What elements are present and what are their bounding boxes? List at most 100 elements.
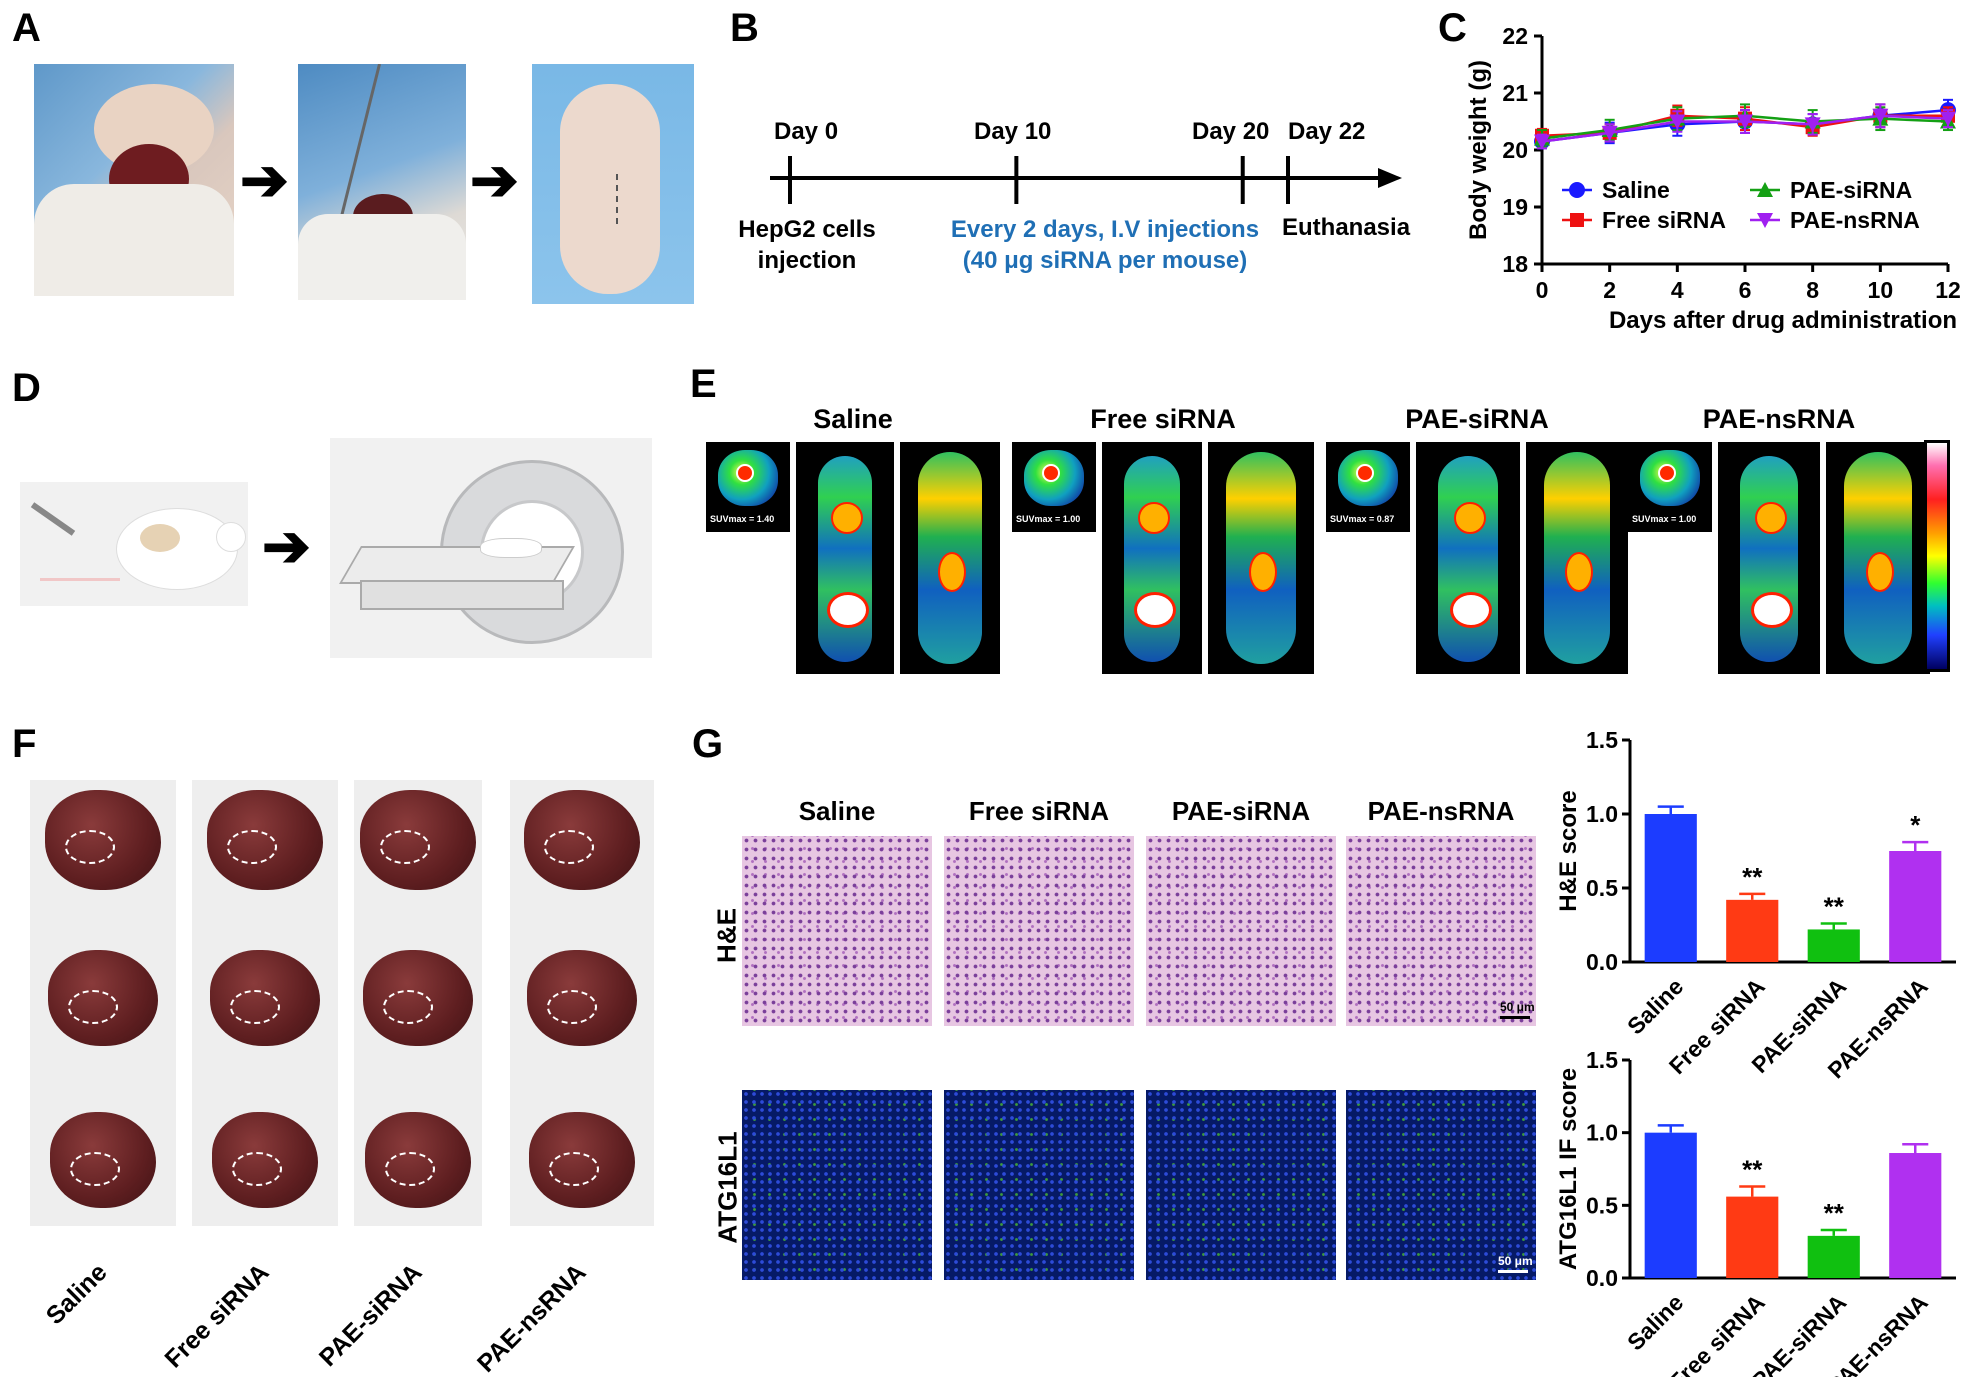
pet-group-title: Free siRNA [1090, 404, 1236, 434]
y-axis-label: H&E score [1555, 790, 1582, 911]
tumor-hotspot [1249, 552, 1277, 592]
suvmax-label: SUVmax = 1.00 [1632, 514, 1697, 524]
liver-photo [524, 790, 640, 890]
treatment-timeline [770, 156, 1402, 204]
scale-bar [1498, 1270, 1528, 1273]
liver-photo [207, 790, 323, 890]
injected-mouse-illustration [20, 482, 248, 606]
pet-axial-image: SUVmax = 0.87 [1326, 442, 1410, 532]
x-tick-label: 4 [1671, 277, 1684, 303]
timeline-day-label: Day 0 [774, 118, 839, 145]
treatment-schedule-label: Every 2 days, I.V injections (40 μg siRNA… [950, 216, 1260, 274]
series-pae-nsrna [1534, 103, 1956, 150]
x-tick-label: 12 [1935, 277, 1961, 303]
atg16l1-if-image [1346, 1090, 1536, 1280]
x-tick-label: 8 [1806, 277, 1819, 303]
pet-sagittal-image [1526, 442, 1628, 674]
liver-photo [527, 950, 637, 1046]
legend-marker [1757, 213, 1773, 228]
tumor-hotspot [1138, 502, 1170, 534]
tumor-hotspot [1356, 464, 1374, 482]
legend-entry: PAE-siRNA [1750, 177, 1912, 203]
pet-coronal-image [1102, 442, 1202, 674]
y-axis-label: ATG16L1 IF score [1555, 1068, 1582, 1270]
arrow-icon: ➔ [262, 514, 311, 579]
y-tick-label: 21 [1502, 80, 1528, 106]
y-tick-label: 20 [1502, 137, 1528, 163]
bar-pae-nsrna [1889, 1153, 1942, 1278]
x-axis-label: Days after drug administration [1609, 307, 1957, 334]
x-tick-label: 2 [1603, 277, 1616, 303]
scale-bar-label: 50 μm [1498, 1254, 1533, 1268]
he-stain-image [944, 836, 1134, 1026]
panel-label-e: E [690, 362, 717, 406]
x-category-label: Saline [1622, 973, 1688, 1039]
arrow-icon: ➔ [470, 148, 519, 213]
euthanasia-label: Euthanasia [1282, 214, 1411, 241]
bladder-hotspot [1134, 592, 1176, 628]
arrow-icon: ➔ [240, 148, 289, 213]
liver-photo [212, 1112, 318, 1208]
y-tick-label: 1.5 [1586, 1047, 1618, 1073]
y-tick-label: 1.0 [1586, 801, 1618, 827]
bar-free-sirna [1726, 899, 1779, 962]
tumor-outline [232, 1152, 282, 1186]
legend-marker [1569, 182, 1585, 198]
tumor-mouse-photo [34, 64, 234, 296]
histology-column-title: Saline [798, 796, 876, 826]
y-tick-label: 19 [1502, 194, 1528, 220]
bar-pae-nsrna [1889, 851, 1942, 962]
legend-marker [1570, 213, 1584, 227]
tumor-hotspot [1565, 552, 1593, 592]
histology-row-label: H&E [711, 908, 742, 963]
pet-body-blob [1438, 456, 1498, 662]
sutured-mouse-photo [532, 64, 694, 304]
legend-label: PAE-nsRNA [1790, 207, 1920, 233]
y-tick-label: 0.5 [1586, 1192, 1618, 1218]
data-point [1534, 134, 1550, 150]
data-point [1940, 111, 1956, 127]
hepg2-injection-label: HepG2 cells injection [738, 216, 876, 274]
tumor-outline [230, 990, 280, 1024]
bar-saline [1644, 1132, 1697, 1278]
tumor-outline [547, 990, 597, 1024]
data-point [1804, 117, 1821, 133]
tumor-hotspot [831, 502, 863, 534]
suvmax-label: SUVmax = 1.40 [710, 514, 775, 524]
panel-label-b: B [730, 6, 759, 50]
y-tick-label: 22 [1502, 23, 1528, 49]
he-stain-image [1346, 836, 1536, 1026]
histology-column-title: PAE-nsRNA [1367, 796, 1515, 826]
bar-saline [1644, 814, 1697, 962]
pet-body-blob [1124, 456, 1180, 662]
pet-axial-image: SUVmax = 1.00 [1012, 442, 1096, 532]
pet-coronal-image [1718, 442, 1820, 674]
liver-group-label: PAE-siRNA [313, 1258, 428, 1373]
liver-photo [210, 950, 320, 1046]
tumor-outline [227, 830, 277, 864]
suvmax-label: SUVmax = 0.87 [1330, 514, 1395, 524]
y-tick-label: 0.5 [1586, 875, 1618, 901]
bladder-hotspot [827, 592, 869, 628]
liver-group-label: PAE-nsRNA [471, 1258, 592, 1378]
pet-sagittal-image [900, 442, 1000, 674]
pet-sagittal-image [1826, 442, 1930, 674]
data-point [1872, 108, 1889, 124]
liver-photo [48, 950, 158, 1046]
tumor-hotspot [1755, 502, 1787, 534]
x-tick-label: 0 [1536, 277, 1549, 303]
bar-pae-sirna [1807, 929, 1860, 962]
injection-photo [298, 64, 466, 300]
legend-marker [1757, 182, 1773, 197]
histology-column-title: PAE-siRNA [1171, 796, 1311, 826]
legend-entry: Free siRNA [1562, 207, 1726, 233]
tumor-hotspot [736, 464, 754, 482]
tumor-outline [385, 1152, 435, 1186]
tumor-hotspot [1866, 552, 1894, 592]
panel-label-g: G [692, 722, 724, 766]
pet-coronal-image [1416, 442, 1520, 674]
bar-pae-sirna [1807, 1235, 1860, 1278]
legend-label: Saline [1602, 177, 1670, 203]
pet-sagittal-image [1208, 442, 1314, 674]
